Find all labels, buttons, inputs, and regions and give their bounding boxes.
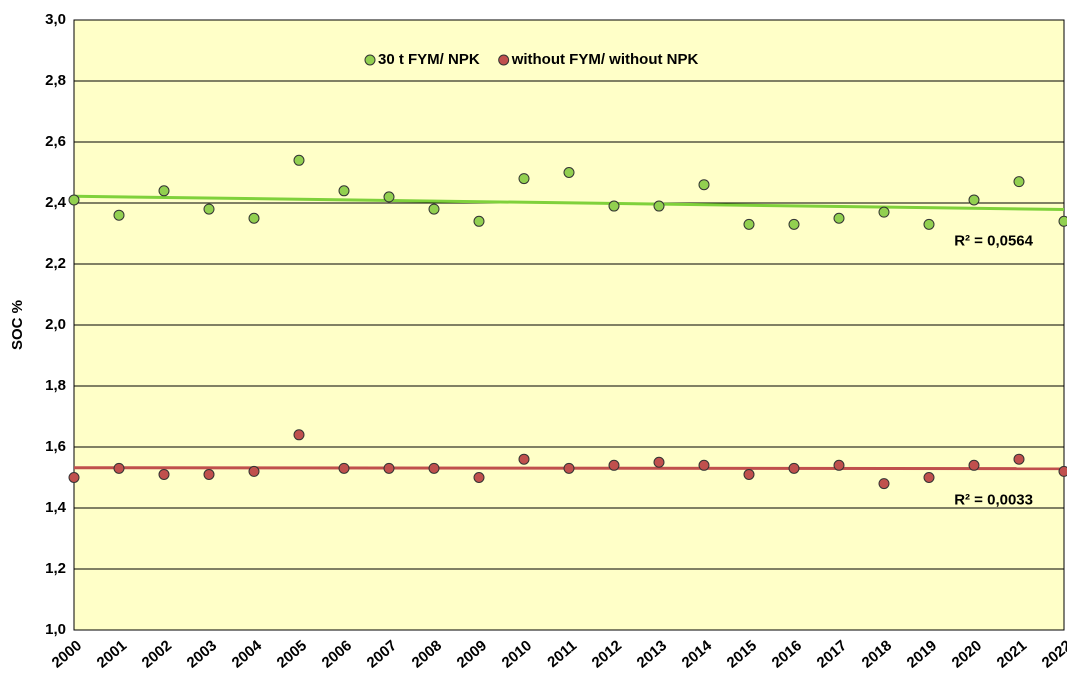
x-tick-label: 2001 bbox=[94, 637, 130, 671]
x-tick-label: 2000 bbox=[49, 637, 85, 671]
point bbox=[923, 472, 935, 483]
x-tick-label: 2021 bbox=[994, 637, 1030, 671]
point bbox=[608, 200, 620, 212]
point bbox=[68, 472, 80, 483]
x-tick-label: 2004 bbox=[229, 637, 266, 672]
point bbox=[608, 459, 620, 471]
point bbox=[923, 218, 935, 230]
y-tick-label: 1,2 bbox=[45, 560, 66, 577]
point bbox=[338, 462, 350, 474]
point bbox=[968, 459, 980, 471]
point bbox=[68, 194, 80, 206]
point bbox=[158, 468, 170, 480]
x-tick-label: 2022 bbox=[1039, 637, 1067, 671]
x-tick-label: 2012 bbox=[589, 637, 625, 671]
point bbox=[878, 206, 890, 218]
point bbox=[428, 462, 440, 474]
point bbox=[248, 465, 260, 477]
r2-label: R² = 0,0564 bbox=[954, 232, 1033, 249]
point bbox=[428, 203, 440, 215]
x-tick-label: 2017 bbox=[814, 637, 850, 671]
point bbox=[473, 472, 485, 483]
x-tick-label: 2019 bbox=[904, 637, 940, 671]
point bbox=[473, 215, 485, 227]
point bbox=[203, 203, 215, 215]
point bbox=[743, 218, 755, 230]
x-tick-label: 2009 bbox=[454, 637, 490, 671]
point bbox=[698, 179, 710, 191]
point bbox=[1013, 453, 1025, 465]
point bbox=[158, 185, 170, 197]
x-tick-label: 2006 bbox=[319, 637, 355, 671]
point bbox=[833, 212, 845, 224]
y-tick-label: 1,0 bbox=[45, 621, 66, 638]
x-tick-label: 2020 bbox=[949, 637, 985, 671]
trendline bbox=[73, 194, 1065, 211]
legend-label: 30 t FYM/ NPK bbox=[378, 51, 480, 68]
y-tick-label: 3,0 bbox=[45, 11, 66, 28]
x-tick-label: 2011 bbox=[544, 637, 580, 671]
point bbox=[743, 468, 755, 480]
point bbox=[518, 453, 530, 465]
point bbox=[293, 429, 305, 441]
point bbox=[788, 462, 800, 474]
x-tick-label: 2010 bbox=[499, 637, 535, 671]
y-tick-label: 1,8 bbox=[45, 377, 66, 394]
point bbox=[698, 459, 710, 471]
point bbox=[113, 462, 125, 474]
point bbox=[248, 212, 260, 224]
y-tick-label: 2,2 bbox=[45, 255, 66, 272]
point bbox=[1058, 215, 1067, 227]
x-tick-label: 2005 bbox=[274, 637, 310, 671]
r2-label: R² = 0,0033 bbox=[954, 492, 1033, 509]
point bbox=[113, 209, 125, 221]
point bbox=[563, 462, 575, 474]
x-tick-label: 2008 bbox=[409, 637, 445, 671]
x-tick-label: 2013 bbox=[634, 637, 670, 671]
point bbox=[383, 191, 395, 203]
x-tick-label: 2002 bbox=[139, 637, 175, 671]
y-tick-label: 2,4 bbox=[45, 194, 67, 211]
point bbox=[1013, 176, 1025, 188]
point bbox=[653, 200, 665, 212]
point bbox=[563, 167, 575, 178]
legend-label: without FYM/ without NPK bbox=[511, 51, 699, 68]
point bbox=[338, 185, 350, 197]
point bbox=[968, 194, 980, 206]
legend-marker bbox=[498, 54, 510, 66]
x-tick-label: 2015 bbox=[724, 637, 760, 671]
y-tick-label: 2,6 bbox=[45, 133, 66, 150]
point bbox=[293, 154, 305, 166]
point bbox=[203, 468, 215, 480]
x-tick-label: 2018 bbox=[859, 637, 895, 671]
x-tick-label: 2007 bbox=[364, 637, 400, 671]
y-tick-label: 2,0 bbox=[45, 316, 66, 333]
y-tick-label: 1,4 bbox=[45, 499, 67, 516]
point bbox=[788, 218, 800, 230]
y-axis-label: SOC % bbox=[9, 300, 26, 350]
point bbox=[383, 462, 395, 474]
x-tick-label: 2014 bbox=[679, 637, 716, 672]
y-tick-label: 2,8 bbox=[45, 72, 66, 89]
point bbox=[833, 459, 845, 471]
x-tick-label: 2003 bbox=[184, 637, 220, 671]
y-tick-label: 1,6 bbox=[45, 438, 66, 455]
point bbox=[653, 456, 665, 468]
point bbox=[518, 173, 530, 185]
x-tick-label: 2016 bbox=[769, 637, 805, 671]
legend-marker bbox=[364, 54, 376, 66]
point bbox=[1058, 465, 1067, 477]
point bbox=[878, 478, 890, 490]
